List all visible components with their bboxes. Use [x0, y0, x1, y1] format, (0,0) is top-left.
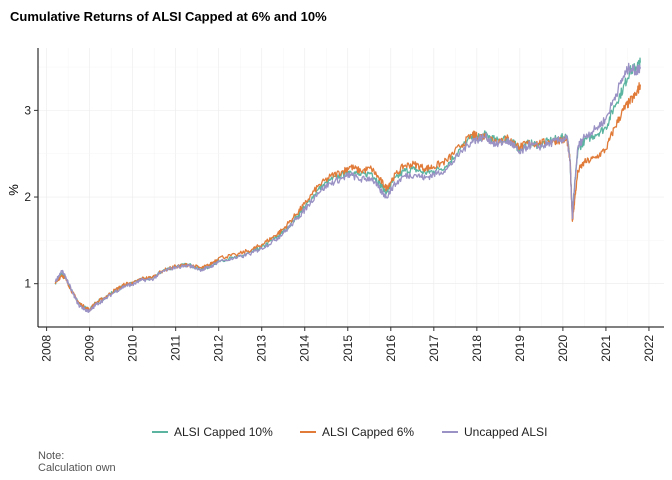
legend-label: ALSI Capped 10%: [174, 425, 273, 439]
series-line-uncapped-alsi: [54, 62, 641, 313]
x-tick-label: 2016: [384, 335, 398, 362]
x-ticks: 2008 2009 2010 2011 2012 2013 2014 2015 2016 2017…: [40, 327, 656, 362]
series-lines: [54, 57, 641, 313]
axes: [37, 48, 664, 328]
x-tick-label: 2022: [642, 335, 656, 362]
note-label: Note:: [38, 450, 64, 462]
legend-label: ALSI Capped 6%: [322, 425, 414, 439]
x-tick-label: 2010: [126, 335, 140, 362]
x-tick-label: 2012: [212, 335, 226, 362]
legend: ALSI Capped 10% ALSI Capped 6% Uncapped AL…: [152, 425, 547, 439]
y-tick-label: 2: [24, 190, 31, 204]
y-ticks: 1 2 3: [24, 103, 38, 291]
y-axis-title: %: [6, 184, 21, 196]
x-tick-label: 2020: [556, 335, 570, 362]
y-tick-label: 3: [24, 103, 31, 117]
y-tick-label: 1: [24, 277, 31, 291]
x-tick-label: 2018: [470, 335, 484, 362]
x-tick-label: 2011: [169, 335, 183, 361]
x-tick-label: 2014: [298, 335, 312, 362]
x-tick-label: 2017: [427, 335, 441, 362]
x-tick-label: 2015: [341, 335, 355, 362]
legend-label: Uncapped ALSI: [464, 425, 547, 439]
x-tick-label: 2009: [83, 335, 97, 362]
x-tick-label: 2008: [40, 335, 54, 362]
x-tick-label: 2019: [513, 335, 527, 362]
x-tick-label: 2013: [255, 335, 269, 362]
note-text: Calculation own: [38, 462, 116, 474]
x-tick-label: 2021: [599, 335, 613, 362]
chart-title: Cumulative Returns of ALSI Capped at 6% …: [10, 9, 327, 24]
